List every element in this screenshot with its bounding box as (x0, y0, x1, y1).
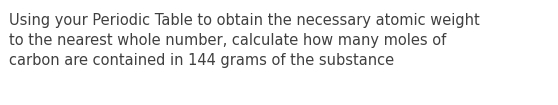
Text: Using your Periodic Table to obtain the necessary atomic weight
to the nearest w: Using your Periodic Table to obtain the … (9, 13, 480, 68)
